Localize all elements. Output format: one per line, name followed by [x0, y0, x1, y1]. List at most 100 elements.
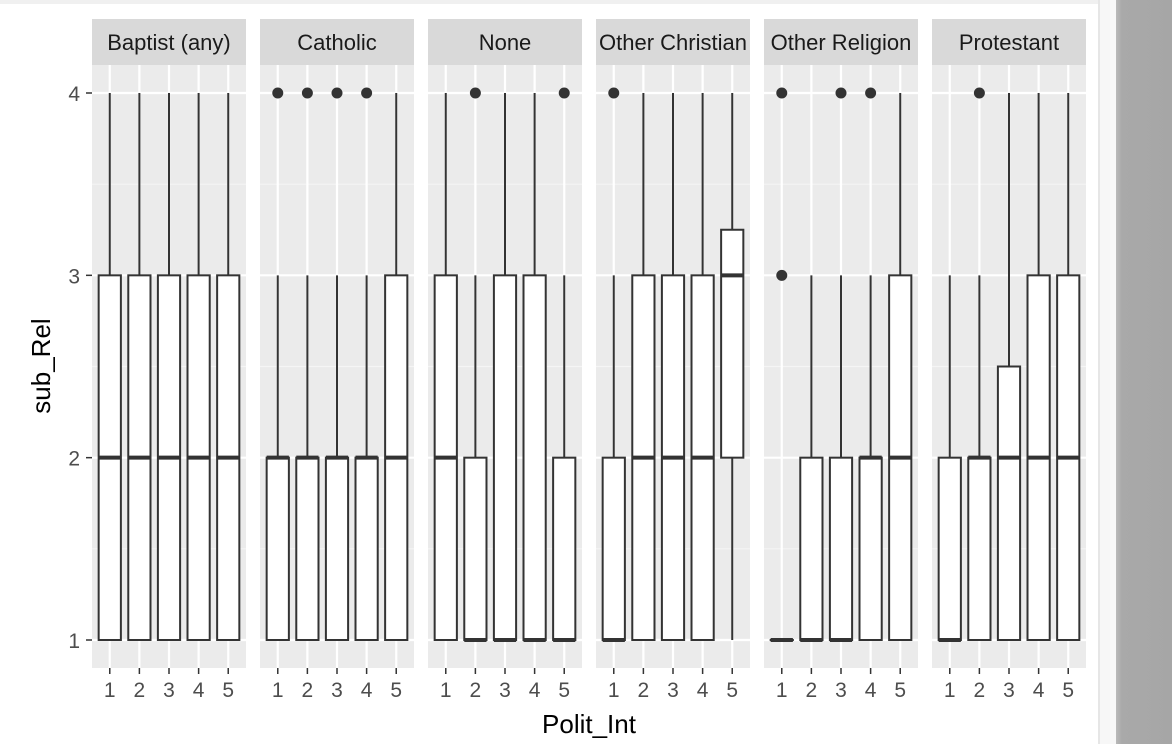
x-tick-label: 5 — [894, 679, 906, 702]
outlier-point — [973, 87, 985, 99]
boxplot-1 — [97, 93, 122, 641]
facet-panel: Other Religion 1 2 3 4 5 — [764, 19, 918, 702]
facet-strip-label: Other Religion — [771, 30, 912, 55]
boxplot-2 — [127, 93, 152, 641]
box — [324, 456, 350, 641]
outlier-point — [331, 87, 343, 99]
box — [265, 456, 290, 641]
boxplot-3 — [492, 93, 518, 642]
x-tick-label: 1 — [776, 679, 788, 702]
boxplot-1 — [937, 275, 962, 642]
boxplot-2 — [799, 275, 824, 642]
box — [463, 456, 488, 641]
outlier-point — [776, 269, 788, 281]
boxplot-5 — [720, 93, 745, 640]
x-tick-label: 4 — [193, 679, 205, 702]
boxplot-5 — [384, 93, 409, 641]
outlier-point — [776, 87, 788, 99]
facet-strip — [932, 19, 1086, 65]
boxplot-3 — [996, 93, 1022, 641]
x-tick-label: 2 — [974, 679, 986, 702]
box — [354, 456, 379, 641]
x-tick-label: 1 — [272, 679, 284, 702]
outlier-point — [865, 87, 877, 99]
outlier-point — [301, 87, 313, 99]
plot-frame — [1098, 0, 1100, 744]
facet-strip-label: Catholic — [297, 30, 376, 55]
boxplot-2 — [295, 87, 320, 641]
outlier-point — [272, 87, 284, 99]
window-top-edge — [0, 0, 1100, 4]
box — [552, 456, 577, 641]
boxplot-4 — [186, 93, 211, 641]
x-axis-title: Polit_Int — [542, 709, 637, 739]
outlier-point — [835, 87, 847, 99]
boxplot-3 — [660, 93, 686, 641]
x-tick-label: 4 — [865, 679, 877, 702]
facet-strip — [428, 19, 582, 65]
x-tick-label: 3 — [163, 679, 175, 702]
boxplot-5 — [552, 87, 577, 642]
box — [967, 456, 992, 641]
x-tick-label: 1 — [440, 679, 452, 702]
x-tick-label: 1 — [608, 679, 620, 702]
boxplot-3 — [324, 87, 350, 641]
boxplot-2 — [967, 87, 992, 641]
box — [996, 365, 1022, 641]
boxplot-1 — [769, 87, 794, 642]
x-tick-label: 1 — [104, 679, 116, 702]
boxplot-1 — [601, 87, 626, 642]
facet-panel: Other Christian 1 2 3 4 5 — [596, 19, 750, 702]
y-axis-title: sub_Rel — [26, 318, 56, 413]
boxplot-1 — [433, 93, 458, 641]
facet-strip-label: Baptist (any) — [107, 30, 231, 55]
facet-strip-label: Other Christian — [599, 30, 747, 55]
x-tick-label: 5 — [390, 679, 402, 702]
window-gutter — [1116, 0, 1172, 744]
x-tick-label: 2 — [470, 679, 482, 702]
window-border — [1100, 0, 1116, 744]
x-tick-label: 2 — [806, 679, 818, 702]
facet-panel: Catholic 1 2 3 4 5 — [260, 19, 414, 702]
box — [799, 456, 824, 641]
outlier-point — [361, 87, 373, 99]
facet-panel: None 1 2 3 4 5 — [428, 19, 582, 702]
outlier-point — [469, 87, 481, 99]
boxplot-1 — [265, 87, 290, 641]
x-tick-label: 2 — [638, 679, 650, 702]
x-tick-label: 4 — [529, 679, 541, 702]
y-tick-label: 1 — [68, 630, 80, 653]
y-tick-label: 2 — [68, 448, 80, 471]
box — [858, 456, 883, 641]
box — [720, 228, 745, 459]
x-tick-label: 3 — [499, 679, 511, 702]
x-tick-label: 4 — [361, 679, 373, 702]
facet-panel: Protestant 1 2 3 4 5 — [932, 19, 1086, 702]
x-tick-label: 4 — [697, 679, 709, 702]
boxplot-2 — [463, 87, 488, 642]
boxplot-3 — [828, 87, 854, 642]
x-tick-label: 5 — [1062, 679, 1074, 702]
facet-strip — [764, 19, 918, 65]
x-tick-label: 3 — [1003, 679, 1015, 702]
outlier-point — [558, 87, 570, 99]
boxplot-5 — [216, 93, 241, 641]
facet-strip — [92, 19, 246, 65]
x-tick-label: 4 — [1033, 679, 1045, 702]
x-tick-label: 3 — [835, 679, 847, 702]
x-tick-label: 5 — [558, 679, 570, 702]
boxplot-2 — [631, 93, 656, 641]
box — [492, 274, 518, 641]
box — [522, 274, 547, 641]
boxplot-5 — [888, 93, 913, 641]
boxplot-5 — [1056, 93, 1081, 641]
outlier-point — [608, 87, 620, 99]
y-axis: 1 2 3 4 — [68, 83, 92, 653]
facet-strip-label: Protestant — [959, 30, 1059, 55]
x-tick-label: 2 — [134, 679, 146, 702]
x-tick-label: 2 — [302, 679, 314, 702]
facet-strip — [596, 19, 750, 65]
